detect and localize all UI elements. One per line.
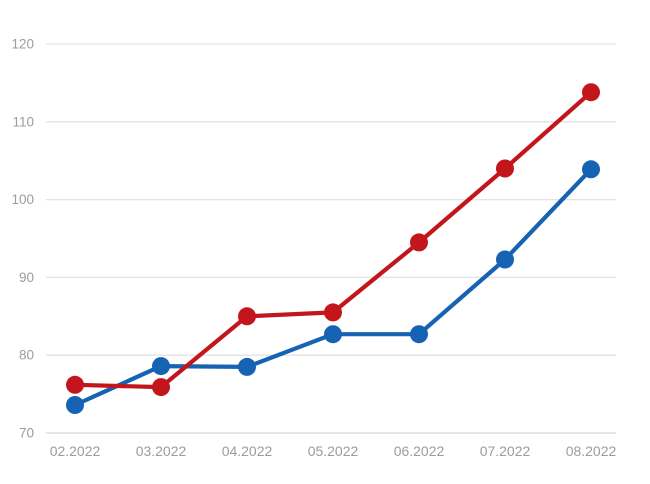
blue-series-point-02.2022	[66, 396, 84, 414]
y-tick-label-80: 80	[19, 348, 34, 363]
y-tick-label-90: 90	[19, 270, 34, 285]
x-tick-label-06.2022: 06.2022	[394, 443, 445, 459]
blue-series-point-06.2022	[410, 325, 428, 344]
gridlines	[46, 43, 616, 434]
red-series-point-05.2022	[324, 303, 342, 322]
y-axis-labels: 70 80 90 100 110 120	[11, 37, 34, 441]
red-series-point-07.2022	[496, 159, 514, 178]
blue-series-line	[72, 167, 594, 408]
x-tick-label-08.2022: 08.2022	[566, 443, 617, 459]
red-series-point-06.2022	[410, 233, 428, 252]
blue-series-point-03.2022	[152, 357, 170, 376]
x-tick-label-03.2022: 03.2022	[136, 443, 187, 459]
red-series-point-04.2022	[238, 307, 256, 326]
red-series-point-03.2022	[152, 378, 170, 397]
red-series-point-08.2022	[582, 83, 600, 102]
y-tick-label-110: 110	[12, 114, 34, 129]
series-lines	[66, 83, 600, 414]
blue-series-point-05.2022	[324, 325, 342, 344]
y-tick-label-100: 100	[11, 192, 34, 207]
y-tick-label-70: 70	[19, 426, 34, 441]
x-tick-label-05.2022: 05.2022	[308, 443, 359, 459]
blue-series-point-04.2022	[238, 357, 256, 376]
x-tick-label-02.2022: 02.2022	[50, 443, 101, 459]
blue-series-point-08.2022	[582, 160, 600, 179]
x-axis-labels: 02.2022 03.2022 04.2022 05.2022 06.2022 07.20…	[50, 443, 617, 459]
y-tick-label-120: 120	[11, 37, 34, 52]
blue-series-point-07.2022	[496, 250, 514, 269]
x-tick-label-04.2022: 04.2022	[222, 443, 273, 459]
red-series-point-02.2022	[66, 375, 84, 394]
x-tick-label-07.2022: 07.2022	[480, 443, 531, 459]
